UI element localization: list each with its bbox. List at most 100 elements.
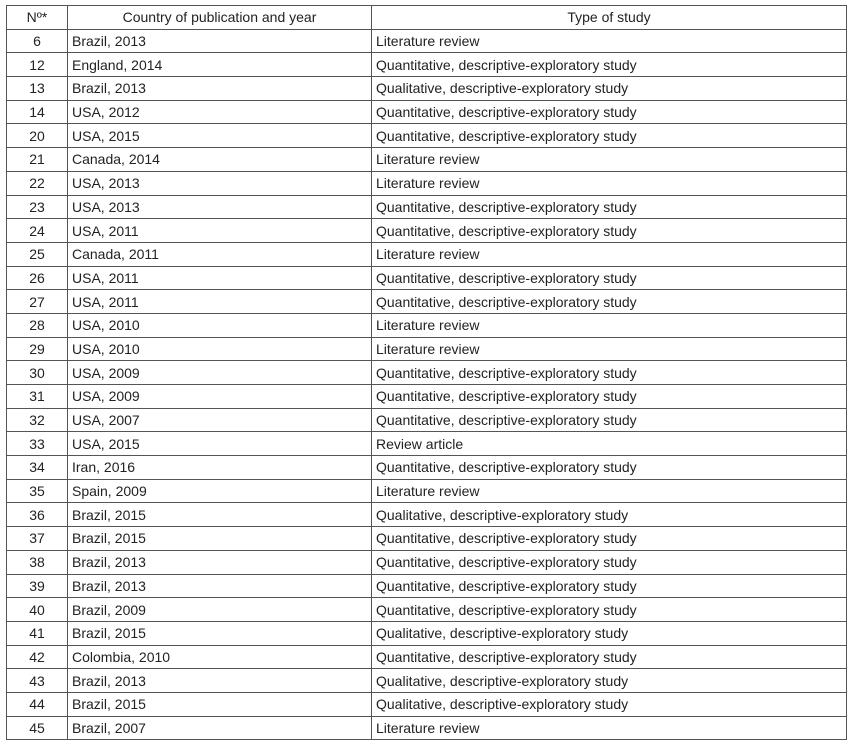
table-row: 14 USA, 2012 Quantitative, descriptive-exp… [6,99,847,125]
cell-country-year: Brazil, 2015 [67,526,372,551]
cell-study-type: Quantitative, descriptive-exploratory st… [371,384,847,409]
cell-number: 31 [6,384,68,409]
cell-number: 14 [6,99,68,125]
cell-study-type: Quantitative, descriptive-exploratory st… [371,52,847,78]
cell-number: 23 [6,194,68,220]
table-row: 35 Spain, 2009 Literature review [6,478,847,504]
table-row: 25 Canada, 2011 Literature review [6,241,847,267]
cell-number: 45 [6,715,68,741]
header-study-type: Type of study [371,5,847,30]
cell-number: 24 [6,218,68,243]
table-row: 39 Brazil, 2013 Quantitative, descriptive-… [6,573,847,599]
cell-study-type: Quantitative, descriptive-exploratory st… [371,644,847,670]
cell-country-year: USA, 2011 [67,218,372,243]
cell-country-year: Canada, 2011 [67,241,372,267]
cell-country-year: USA, 2009 [67,384,372,409]
cell-study-type: Quantitative, descriptive-exploratory st… [371,360,847,385]
table-row: 20 USA, 2015 Quantitative, descriptive-exp… [6,123,847,149]
cell-country-year: USA, 2009 [67,360,372,385]
cell-study-type: Quantitative, descriptive-exploratory st… [371,573,847,599]
table-row: 37 Brazil, 2015 Quantitative, descriptive-… [6,526,847,551]
table-row: 28 USA, 2010 Literature review [6,312,847,338]
cell-country-year: USA, 2015 [67,123,372,149]
cell-study-type: Literature review [371,241,847,267]
table-row: 42 Colombia, 2010 Quantitative, descriptiv… [6,644,847,670]
table-row: 27 USA, 2011 Quantitative, descriptive-exp… [6,289,847,314]
cell-study-type: Quantitative, descriptive-exploratory st… [371,289,847,314]
cell-number: 22 [6,170,68,196]
table-row: 23 USA, 2013 Quantitative, descriptive-exp… [6,194,847,220]
cell-country-year: Brazil, 2015 [67,691,372,717]
cell-country-year: USA, 2011 [67,265,372,291]
cell-country-year: USA, 2007 [67,407,372,433]
cell-number: 36 [6,502,68,528]
cell-number: 33 [6,431,68,457]
cell-number: 38 [6,549,68,575]
cell-study-type: Quantitative, descriptive-exploratory st… [371,218,847,243]
cell-number: 44 [6,691,68,717]
table-row: 13 Brazil, 2013 Qualitative, descriptive-e… [6,76,847,101]
cell-study-type: Qualitative, descriptive-exploratory stu… [371,620,847,646]
cell-study-type: Literature review [371,28,847,54]
table-row: 32 USA, 2007 Quantitative, descriptive-exp… [6,407,847,433]
cell-number: 6 [6,28,68,54]
cell-country-year: USA, 2015 [67,431,372,457]
cell-country-year: Spain, 2009 [67,478,372,504]
cell-study-type: Quantitative, descriptive-exploratory st… [371,597,847,622]
cell-study-type: Qualitative, descriptive-exploratory stu… [371,76,847,101]
table-row: 31 USA, 2009 Quantitative, descriptive-exp… [6,384,847,409]
cell-study-type: Literature review [371,478,847,504]
cell-number: 42 [6,644,68,670]
cell-country-year: Brazil, 2013 [67,573,372,599]
cell-country-year: Brazil, 2013 [67,76,372,101]
cell-number: 20 [6,123,68,149]
cell-country-year: Brazil, 2013 [67,549,372,575]
cell-study-type: Literature review [371,170,847,196]
cell-country-year: England, 2014 [67,52,372,78]
cell-study-type: Quantitative, descriptive-exploratory st… [371,549,847,575]
cell-country-year: Brazil, 2009 [67,597,372,622]
cell-study-type: Quantitative, descriptive-exploratory st… [371,123,847,149]
cell-country-year: Iran, 2016 [67,455,372,480]
header-number: Nº* [6,5,68,30]
cell-study-type: Quantitative, descriptive-exploratory st… [371,265,847,291]
cell-country-year: Brazil, 2007 [67,715,372,741]
table-row: 43 Brazil, 2013 Qualitative, descriptive-e… [6,668,847,693]
cell-country-year: Brazil, 2015 [67,620,372,646]
cell-study-type: Literature review [371,147,847,172]
cell-study-type: Quantitative, descriptive-exploratory st… [371,455,847,480]
cell-number: 39 [6,573,68,599]
table-row: 40 Brazil, 2009 Quantitative, descriptive-… [6,597,847,622]
table-row: 34 Iran, 2016 Quantitative, descriptive-ex… [6,455,847,480]
table-row: 30 USA, 2009 Quantitative, descriptive-exp… [6,360,847,385]
cell-study-type: Literature review [371,715,847,741]
cell-study-type: Qualitative, descriptive-exploratory stu… [371,668,847,693]
cell-country-year: USA, 2010 [67,336,372,362]
cell-number: 40 [6,597,68,622]
cell-number: 34 [6,455,68,480]
cell-study-type: Quantitative, descriptive-exploratory st… [371,407,847,433]
cell-number: 32 [6,407,68,433]
cell-study-type: Review article [371,431,847,457]
table-row: 6 Brazil, 2013 Literature review [6,28,847,54]
cell-number: 37 [6,526,68,551]
studies-table: Nº* Country of publication and year Type… [6,5,847,741]
table-row: 45 Brazil, 2007 Literature review [6,715,847,741]
cell-number: 30 [6,360,68,385]
cell-country-year: USA, 2013 [67,194,372,220]
cell-country-year: USA, 2010 [67,312,372,338]
cell-study-type: Qualitative, descriptive-exploratory stu… [371,502,847,528]
table-row: 36 Brazil, 2015 Qualitative, descriptive-e… [6,502,847,528]
table-row: 21 Canada, 2014 Literature review [6,147,847,172]
cell-number: 27 [6,289,68,314]
table-row: 41 Brazil, 2015 Qualitative, descriptive-e… [6,620,847,646]
cell-country-year: Brazil, 2013 [67,668,372,693]
table-row: 38 Brazil, 2013 Quantitative, descriptive-… [6,549,847,575]
cell-number: 43 [6,668,68,693]
header-row: Nº* Country of publication and year Type… [6,5,847,30]
table-row: 33 USA, 2015 Review article [6,431,847,457]
cell-number: 21 [6,147,68,172]
cell-country-year: Canada, 2014 [67,147,372,172]
cell-study-type: Qualitative, descriptive-exploratory stu… [371,691,847,717]
cell-number: 29 [6,336,68,362]
